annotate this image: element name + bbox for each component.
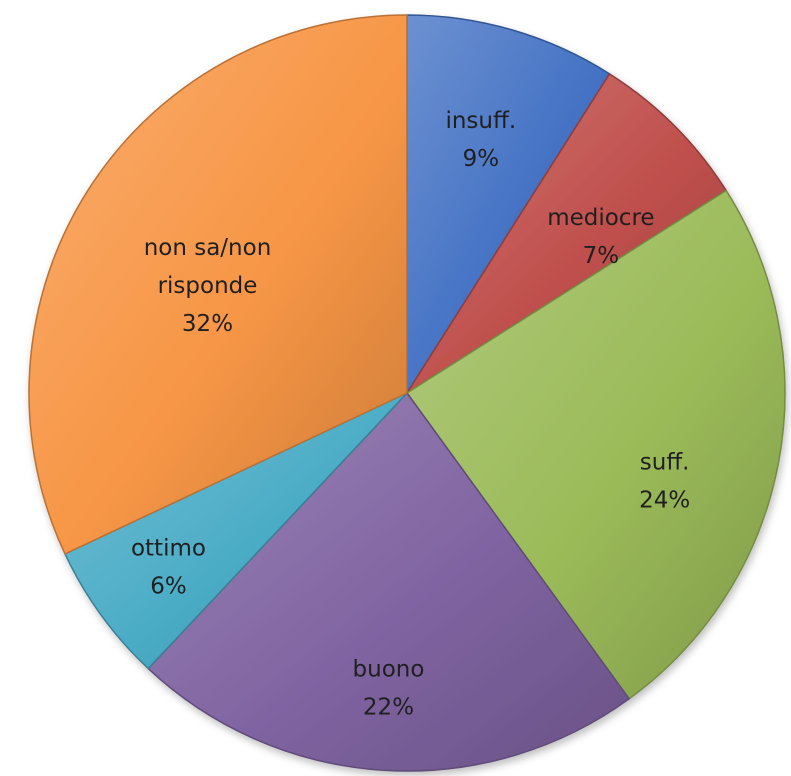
data-label-value: 32% (182, 311, 233, 337)
pie-slice-mediocre (406, 73, 727, 394)
data-label-category: insuff. (445, 108, 516, 134)
data-label-value: 6% (150, 573, 187, 599)
data-label-category: mediocre (547, 205, 654, 231)
data-label-1: mediocre 7% (547, 205, 654, 269)
data-label-category: non sa/non (144, 235, 272, 261)
slices-layer (28, 14, 786, 772)
data-label-2: suff. 24% (639, 450, 690, 514)
data-label-category: buono (353, 656, 425, 682)
data-label-category: ottimo (131, 535, 206, 561)
labels-layer: insuff. 9% mediocre 7% suff. 24% buono 22% ottim… (131, 108, 690, 720)
data-label-4: ottimo 6% (131, 535, 206, 599)
pie-slice-ottimo (64, 392, 408, 670)
data-label-5: non sa/non risponde 32% (144, 235, 272, 337)
pie-slice-buono (147, 392, 630, 772)
data-label-3: buono 22% (353, 656, 425, 720)
data-label-value: 22% (363, 694, 414, 720)
pie-slice-insuff- (406, 14, 611, 394)
data-label-value: 24% (639, 488, 690, 514)
data-label-category: risponde (158, 273, 258, 299)
pie-slice-suff- (406, 189, 786, 700)
data-label-0: insuff. 9% (445, 108, 516, 172)
data-label-category: suff. (640, 450, 690, 476)
pie-slice-non-sa-non (28, 14, 408, 555)
data-label-value: 9% (463, 146, 500, 172)
data-label-value: 7% (583, 243, 620, 269)
